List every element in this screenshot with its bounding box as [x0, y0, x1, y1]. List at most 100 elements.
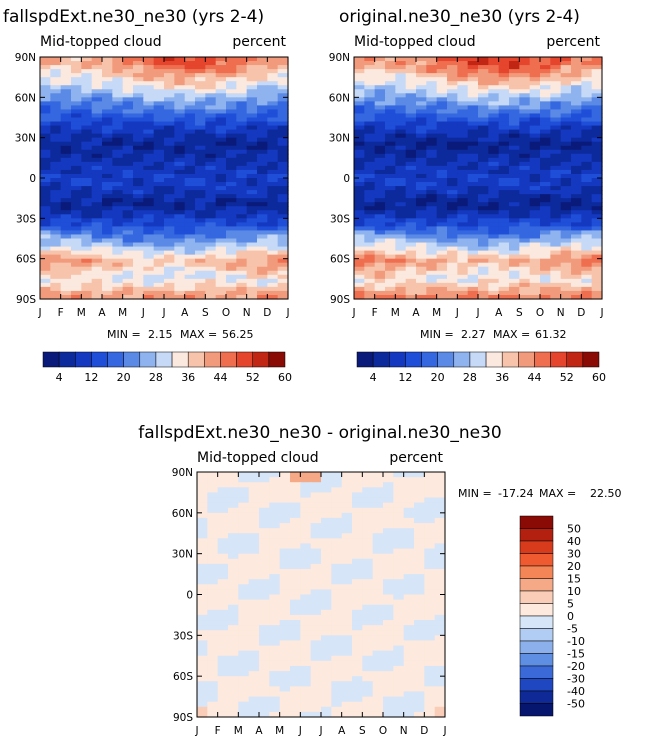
field-cell — [91, 182, 103, 187]
field-cell — [352, 625, 363, 631]
field-cell — [571, 222, 582, 227]
field-cell — [60, 69, 72, 74]
field-cell — [383, 482, 394, 488]
field-cell — [395, 165, 407, 171]
field-cell — [331, 614, 343, 621]
field-cell — [207, 568, 219, 575]
colorbar-label: 12 — [84, 371, 98, 384]
field-cell — [467, 109, 479, 115]
x-tick-label: S — [359, 725, 366, 737]
field-cell — [321, 584, 332, 590]
field-cell — [277, 169, 289, 175]
y-tick-label: 30N — [329, 133, 350, 145]
field-cell — [112, 230, 124, 236]
field-cell — [217, 665, 229, 672]
field-cell — [228, 655, 239, 662]
field-cell — [372, 620, 384, 626]
field-cell — [540, 178, 551, 183]
field-cell — [354, 165, 365, 171]
field-cell — [81, 105, 93, 111]
field-cell — [60, 206, 72, 211]
field-cell — [81, 77, 93, 82]
field-cell — [300, 594, 312, 601]
field-cell — [217, 538, 229, 545]
field-cell — [457, 161, 469, 167]
field-cell — [71, 190, 82, 195]
field-cell — [488, 169, 500, 175]
field-cell — [277, 250, 289, 256]
field-cell — [341, 625, 353, 631]
field-cell — [457, 69, 469, 74]
field-cell — [164, 169, 175, 175]
field-cell — [591, 282, 603, 288]
field-cell — [174, 109, 186, 115]
field-cell — [40, 109, 51, 115]
field-cell — [226, 202, 237, 207]
field-cell — [259, 614, 270, 621]
field-cell — [40, 250, 51, 256]
field-cell — [447, 61, 458, 66]
field-cell — [246, 69, 258, 74]
field-cell — [498, 294, 510, 300]
field-cell — [246, 282, 258, 288]
field-cell — [267, 93, 279, 98]
colorbar-label: 20 — [431, 371, 445, 384]
field-cell — [509, 254, 520, 260]
field-cell — [164, 121, 175, 127]
field-cell — [153, 290, 165, 296]
colorbar-swatch — [519, 578, 554, 592]
field-cell — [164, 230, 175, 236]
field-cell — [405, 129, 417, 135]
field-cell — [447, 173, 458, 179]
field-cell — [197, 640, 208, 647]
field-cell — [236, 141, 248, 147]
field-cell — [519, 266, 531, 272]
field-cell — [385, 97, 396, 102]
field-cell — [424, 614, 436, 621]
field-cell — [395, 242, 407, 248]
field-cell — [478, 194, 489, 199]
field-cell — [195, 230, 206, 236]
field-cell — [509, 266, 520, 272]
field-cell — [133, 226, 144, 232]
field-cell — [290, 477, 301, 483]
y-tick-label: 60S — [173, 671, 193, 683]
field-cell — [571, 69, 582, 74]
field-cell — [217, 604, 229, 611]
field-cell — [248, 691, 260, 698]
field-cell — [71, 117, 82, 123]
field-cell — [226, 149, 237, 155]
field-cell — [143, 81, 155, 86]
field-cell — [267, 190, 279, 195]
field-cell — [195, 157, 206, 163]
field-cell — [143, 97, 155, 102]
field-cell — [529, 173, 541, 179]
field-cell — [112, 294, 124, 300]
field-cell — [184, 125, 196, 131]
field-cell — [164, 65, 175, 70]
field-cell — [122, 113, 134, 119]
field-cell — [403, 574, 415, 580]
field-cell — [374, 113, 386, 119]
field-cell — [591, 169, 603, 175]
field-cell — [195, 145, 206, 151]
field-cell — [478, 61, 489, 66]
field-cell — [259, 645, 270, 652]
field-cell — [321, 665, 332, 672]
field-cell — [248, 620, 260, 626]
field-cell — [519, 198, 531, 203]
field-cell — [540, 65, 551, 70]
field-cell — [246, 117, 258, 123]
field-cell — [122, 129, 134, 135]
field-cell — [581, 274, 593, 280]
field-cell — [354, 173, 365, 179]
field-cell — [383, 650, 394, 657]
field-cell — [414, 548, 425, 555]
field-cell — [197, 706, 208, 713]
field-cell — [529, 145, 541, 151]
field-cell — [228, 528, 239, 534]
field-cell — [581, 246, 593, 252]
field-cell — [238, 660, 250, 667]
field-cell — [310, 655, 322, 662]
field-cell — [277, 61, 289, 66]
